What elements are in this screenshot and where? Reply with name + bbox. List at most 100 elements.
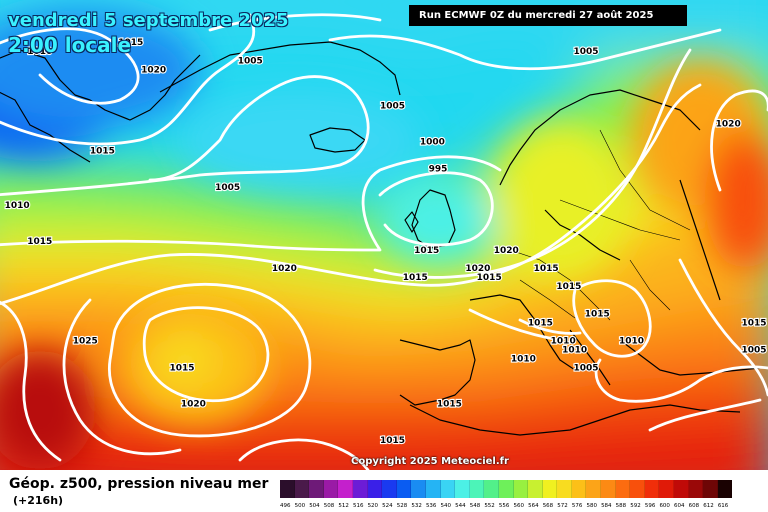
isobar	[0, 155, 502, 252]
scale-swatch	[659, 480, 675, 498]
forecast-map: 1015 1010 1020 1015 1010 1005 1005 1000 995 1005 1…	[0, 0, 768, 470]
color-scale	[280, 480, 733, 498]
isobar	[648, 398, 762, 432]
scale-swatch	[615, 480, 631, 498]
isobar	[328, 28, 722, 71]
scale-label: 608	[688, 503, 700, 509]
color-scale-labels: 496 500 504 508 512 516 520 524 528 532 536 540 544 5…	[280, 501, 732, 511]
isobar-pressure-label: 1020	[141, 65, 166, 75]
isobar	[678, 258, 768, 397]
scale-swatch	[674, 480, 689, 498]
scale-label: 532	[411, 503, 422, 509]
scale-swatch	[338, 480, 353, 498]
scale-swatch	[323, 480, 339, 498]
scale-swatch	[586, 480, 602, 498]
forecast-valid-date: vendredi 5 septembre 2025	[8, 10, 289, 31]
scale-label: 572	[557, 503, 568, 509]
borders	[509, 129, 691, 321]
isobar-pressure-label: 1015	[556, 282, 581, 292]
isobar-pressure-label: 1010	[551, 337, 576, 347]
isobar-pressure-label: 1015	[437, 400, 462, 410]
scale-swatch	[440, 480, 456, 498]
scale-label: 496	[280, 503, 291, 509]
isobar-pressure-label: 1015	[27, 237, 52, 247]
isobar-pressure-label: 1010	[27, 47, 52, 57]
isobar	[107, 282, 312, 438]
isobar-pressure-label: 1010	[619, 337, 644, 347]
isobar	[0, 300, 62, 462]
scale-label: 524	[382, 503, 393, 509]
map-canvas: 1015101010201015101010051005100099510051…	[0, 0, 768, 470]
scale-label: 516	[352, 503, 364, 509]
isobar	[594, 358, 768, 403]
scale-swatch	[528, 480, 543, 498]
isobar-pressure-label: 1005	[215, 183, 240, 193]
isobar	[0, 83, 702, 306]
scale-label: 588	[615, 503, 627, 509]
isobar	[142, 306, 270, 403]
isobar	[238, 438, 370, 470]
scale-label: 592	[630, 503, 641, 509]
model-run-info: Run ECMWF 0Z du mercredi 27 août 2025	[409, 5, 687, 26]
scale-label: 512	[338, 503, 349, 509]
scale-label: 556	[498, 503, 510, 509]
scale-label: 548	[469, 503, 481, 509]
isobar-pressure-label: 1015	[477, 273, 502, 283]
isobar-pressure-label: 1015	[403, 273, 428, 283]
isobar	[518, 318, 582, 335]
scale-label: 568	[542, 503, 554, 509]
scale-label: 560	[513, 503, 525, 509]
scale-swatch	[294, 480, 310, 498]
scale-label: 584	[601, 503, 612, 509]
scale-swatch	[396, 480, 412, 498]
isobar-pressure-label: 1010	[5, 201, 30, 211]
isobar-pressure-label: 1000	[420, 138, 445, 148]
isobar-pressure-label: 1005	[573, 47, 598, 57]
isobar	[710, 89, 768, 192]
scale-swatch	[484, 480, 499, 498]
scale-label: 604	[674, 503, 685, 509]
scale-label: 580	[586, 503, 597, 509]
scale-label: 600	[659, 503, 670, 509]
scale-swatch	[455, 480, 470, 498]
scale-label: 552	[484, 503, 495, 509]
isobar	[373, 48, 692, 279]
isobar-pressure-label: 1020	[716, 120, 741, 130]
isobar-pressure-label: 1025	[73, 337, 98, 347]
scale-swatch	[367, 480, 383, 498]
pressure-labels: 1015101010201015101010051005100099510051…	[3, 37, 767, 447]
isobar-pressure-label: 1015	[118, 38, 143, 48]
scale-label: 612	[703, 503, 714, 509]
scale-label: 508	[323, 503, 335, 509]
isobar	[62, 298, 182, 456]
isobar-pressure-label: 1020	[272, 264, 297, 274]
scale-label: 520	[367, 503, 379, 509]
scale-swatch	[513, 480, 529, 498]
isobar-pressure-label: 1005	[238, 56, 263, 66]
isobar	[0, 27, 140, 105]
isobar	[468, 308, 562, 342]
isobar-pressure-label: 1010	[511, 355, 536, 365]
scale-swatch	[703, 480, 718, 498]
scale-swatch	[411, 480, 426, 498]
isobar	[0, 13, 256, 146]
isobar-pressure-label: 1015	[585, 309, 610, 319]
scale-label: 616	[717, 503, 729, 509]
scale-swatch	[630, 480, 645, 498]
scale-label: 564	[528, 503, 539, 509]
isobar-pressure-label: 1015	[741, 318, 766, 328]
isobar-pressure-label: 1015	[90, 147, 115, 157]
isobar-pressure-label: 1015	[534, 264, 559, 274]
scale-label: 540	[440, 503, 452, 509]
copyright-notice: Copyright 2025 Meteociel.fr	[351, 456, 509, 467]
isobar	[378, 171, 494, 247]
scale-swatch	[498, 480, 514, 498]
isobars	[0, 13, 768, 470]
isobar	[572, 279, 652, 358]
scale-label: 544	[455, 503, 466, 509]
scale-swatch	[280, 480, 295, 498]
scale-label: 500	[294, 503, 306, 509]
isobar	[0, 75, 370, 197]
isobar-pressure-label: 1020	[181, 400, 206, 410]
scale-swatch	[688, 480, 704, 498]
